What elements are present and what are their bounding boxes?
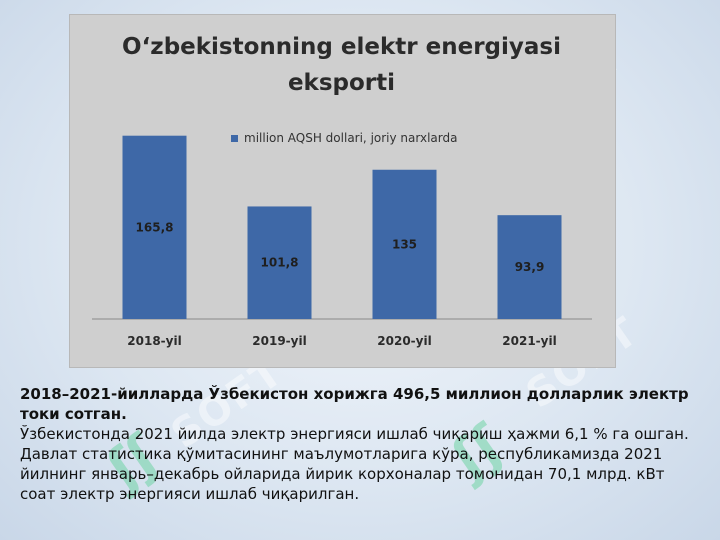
bar-2018-yil (122, 135, 187, 319)
bar-value-label: 165,8 (136, 220, 174, 234)
caption-body: Ўзбекистонда 2021 йилда электр энергияси… (20, 425, 689, 503)
legend-label: million AQSH dollari, joriy narxlarda (244, 131, 458, 145)
legend-swatch (231, 134, 238, 142)
bar-value-label: 93,9 (515, 260, 545, 274)
chart-title-line: O‘zbekistonning elektr energiyasi (122, 34, 561, 60)
x-tick-label: 2020-yil (377, 334, 431, 348)
x-tick-label: 2019-yil (252, 334, 306, 348)
x-tick-label: 2021-yil (502, 334, 556, 348)
caption-heading: 2018–2021-йилларда Ўзбекистон хорижга 49… (20, 385, 689, 423)
chart-legend: million AQSH dollari, joriy narxlarda (231, 131, 457, 145)
bar-2019-yil (247, 206, 312, 319)
bar-value-label: 101,8 (261, 256, 299, 270)
bar-2021-yil (497, 215, 562, 319)
bar-value-label: 135 (392, 237, 417, 251)
x-tick-label: 2018-yil (127, 334, 181, 348)
caption: 2018–2021-йилларда Ўзбекистон хорижга 49… (20, 384, 704, 504)
bar-2020-yil (372, 169, 437, 319)
chart-title-line: eksporti (287, 69, 396, 96)
chart-title: O‘zbekistonning elektr energiyasi ekspor… (69, 30, 614, 101)
